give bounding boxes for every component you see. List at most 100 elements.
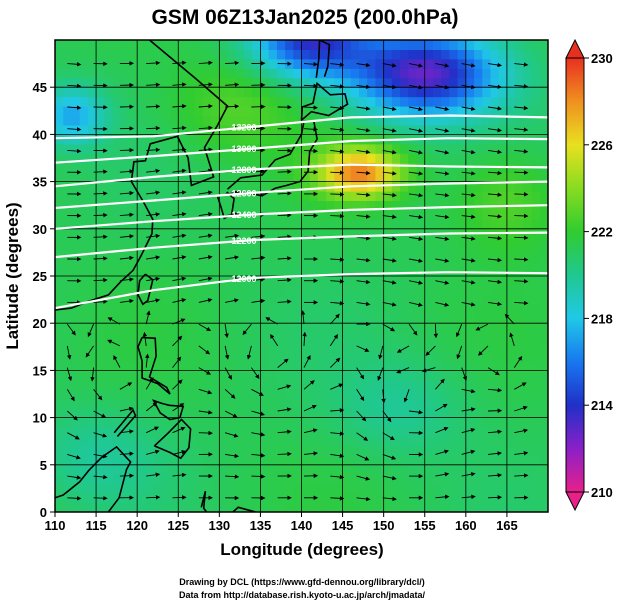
field-cell — [178, 191, 188, 201]
field-cell — [375, 464, 385, 475]
field-cell — [104, 370, 114, 381]
field-cell — [391, 58, 401, 69]
field-cell — [260, 77, 270, 88]
field-cell — [96, 502, 105, 512]
field-cell — [334, 49, 344, 60]
field-cell — [244, 483, 253, 494]
field-cell — [276, 389, 286, 400]
field-cell — [506, 153, 516, 164]
field-cell — [367, 172, 376, 183]
field-cell — [71, 445, 81, 456]
field-cell — [170, 77, 179, 88]
field-cell — [424, 49, 434, 60]
field-cell — [342, 58, 352, 69]
field-cell — [350, 58, 360, 69]
field-cell — [449, 49, 459, 60]
field-cell — [400, 408, 409, 419]
field-cell — [186, 247, 196, 258]
field-cell — [400, 58, 409, 69]
field-cell — [309, 191, 319, 201]
field-cell — [441, 106, 450, 117]
field-cell — [71, 87, 81, 98]
field-cell — [55, 162, 64, 173]
field-cell — [202, 502, 212, 512]
field-cell — [186, 191, 196, 201]
field-cell — [400, 68, 409, 79]
field-cell — [79, 181, 89, 192]
field-cell — [515, 408, 524, 419]
field-cell — [128, 276, 138, 286]
field-cell — [449, 162, 459, 173]
field-cell — [506, 276, 516, 286]
field-cell — [145, 398, 155, 409]
field-cell — [96, 153, 105, 164]
field-cell — [416, 247, 426, 258]
field-cell — [490, 313, 500, 324]
field-cell — [145, 502, 155, 512]
streamline-arrow — [433, 324, 439, 339]
field-cell — [523, 323, 533, 334]
field-cell — [474, 143, 483, 154]
x-tick-label: 150 — [373, 518, 395, 533]
streamline-arrow — [487, 149, 503, 155]
field-cell — [268, 389, 278, 400]
field-cell — [145, 96, 155, 107]
field-cell — [359, 143, 368, 154]
field-cell — [367, 247, 376, 258]
field-cell — [285, 408, 294, 419]
field-cell — [104, 200, 114, 211]
field-cell — [498, 58, 508, 69]
streamline-arrow — [93, 191, 108, 196]
field-cell — [301, 172, 311, 183]
field-cell — [334, 389, 344, 400]
field-cell — [408, 436, 418, 447]
field-cell — [342, 40, 352, 50]
field-cell — [137, 181, 146, 192]
field-cell — [506, 370, 516, 381]
field-cell — [482, 417, 492, 428]
field-cell — [219, 436, 229, 447]
field-cell — [96, 332, 105, 343]
field-cell — [268, 219, 278, 230]
field-cell — [515, 455, 524, 466]
field-cell — [202, 219, 212, 230]
field-cell — [252, 351, 261, 362]
field-cell — [63, 361, 72, 371]
field-cell — [276, 87, 286, 98]
field-cell — [375, 247, 385, 258]
field-cell — [227, 153, 237, 164]
field-cell — [194, 266, 204, 277]
field-cell — [342, 483, 352, 494]
field-cell — [391, 417, 401, 428]
field-cell — [375, 294, 385, 305]
field-cell — [523, 332, 533, 343]
field-cell — [128, 342, 138, 353]
field-cell — [490, 68, 500, 79]
field-cell — [309, 304, 319, 315]
field-cell — [317, 172, 327, 183]
field-cell — [515, 247, 524, 258]
field-cell — [145, 143, 155, 154]
field-cell — [244, 398, 253, 409]
field-cell — [408, 77, 418, 88]
field-cell — [490, 304, 500, 315]
field-cell — [416, 342, 426, 353]
field-cell — [317, 125, 327, 135]
field-cell — [375, 361, 385, 371]
field-cell — [63, 417, 72, 428]
field-cell — [112, 96, 122, 107]
field-cell — [63, 143, 72, 154]
field-cell — [523, 389, 533, 400]
field-cell — [309, 172, 319, 183]
field-cell — [104, 474, 114, 485]
field-cell — [235, 427, 245, 437]
field-cell — [441, 209, 450, 220]
field-cell — [498, 49, 508, 60]
field-cell — [87, 40, 97, 50]
field-cell — [326, 68, 335, 79]
field-cell — [112, 257, 122, 268]
field-cell — [153, 332, 163, 343]
field-cell — [120, 191, 130, 201]
field-cell — [482, 323, 492, 334]
field-cell — [498, 502, 508, 512]
